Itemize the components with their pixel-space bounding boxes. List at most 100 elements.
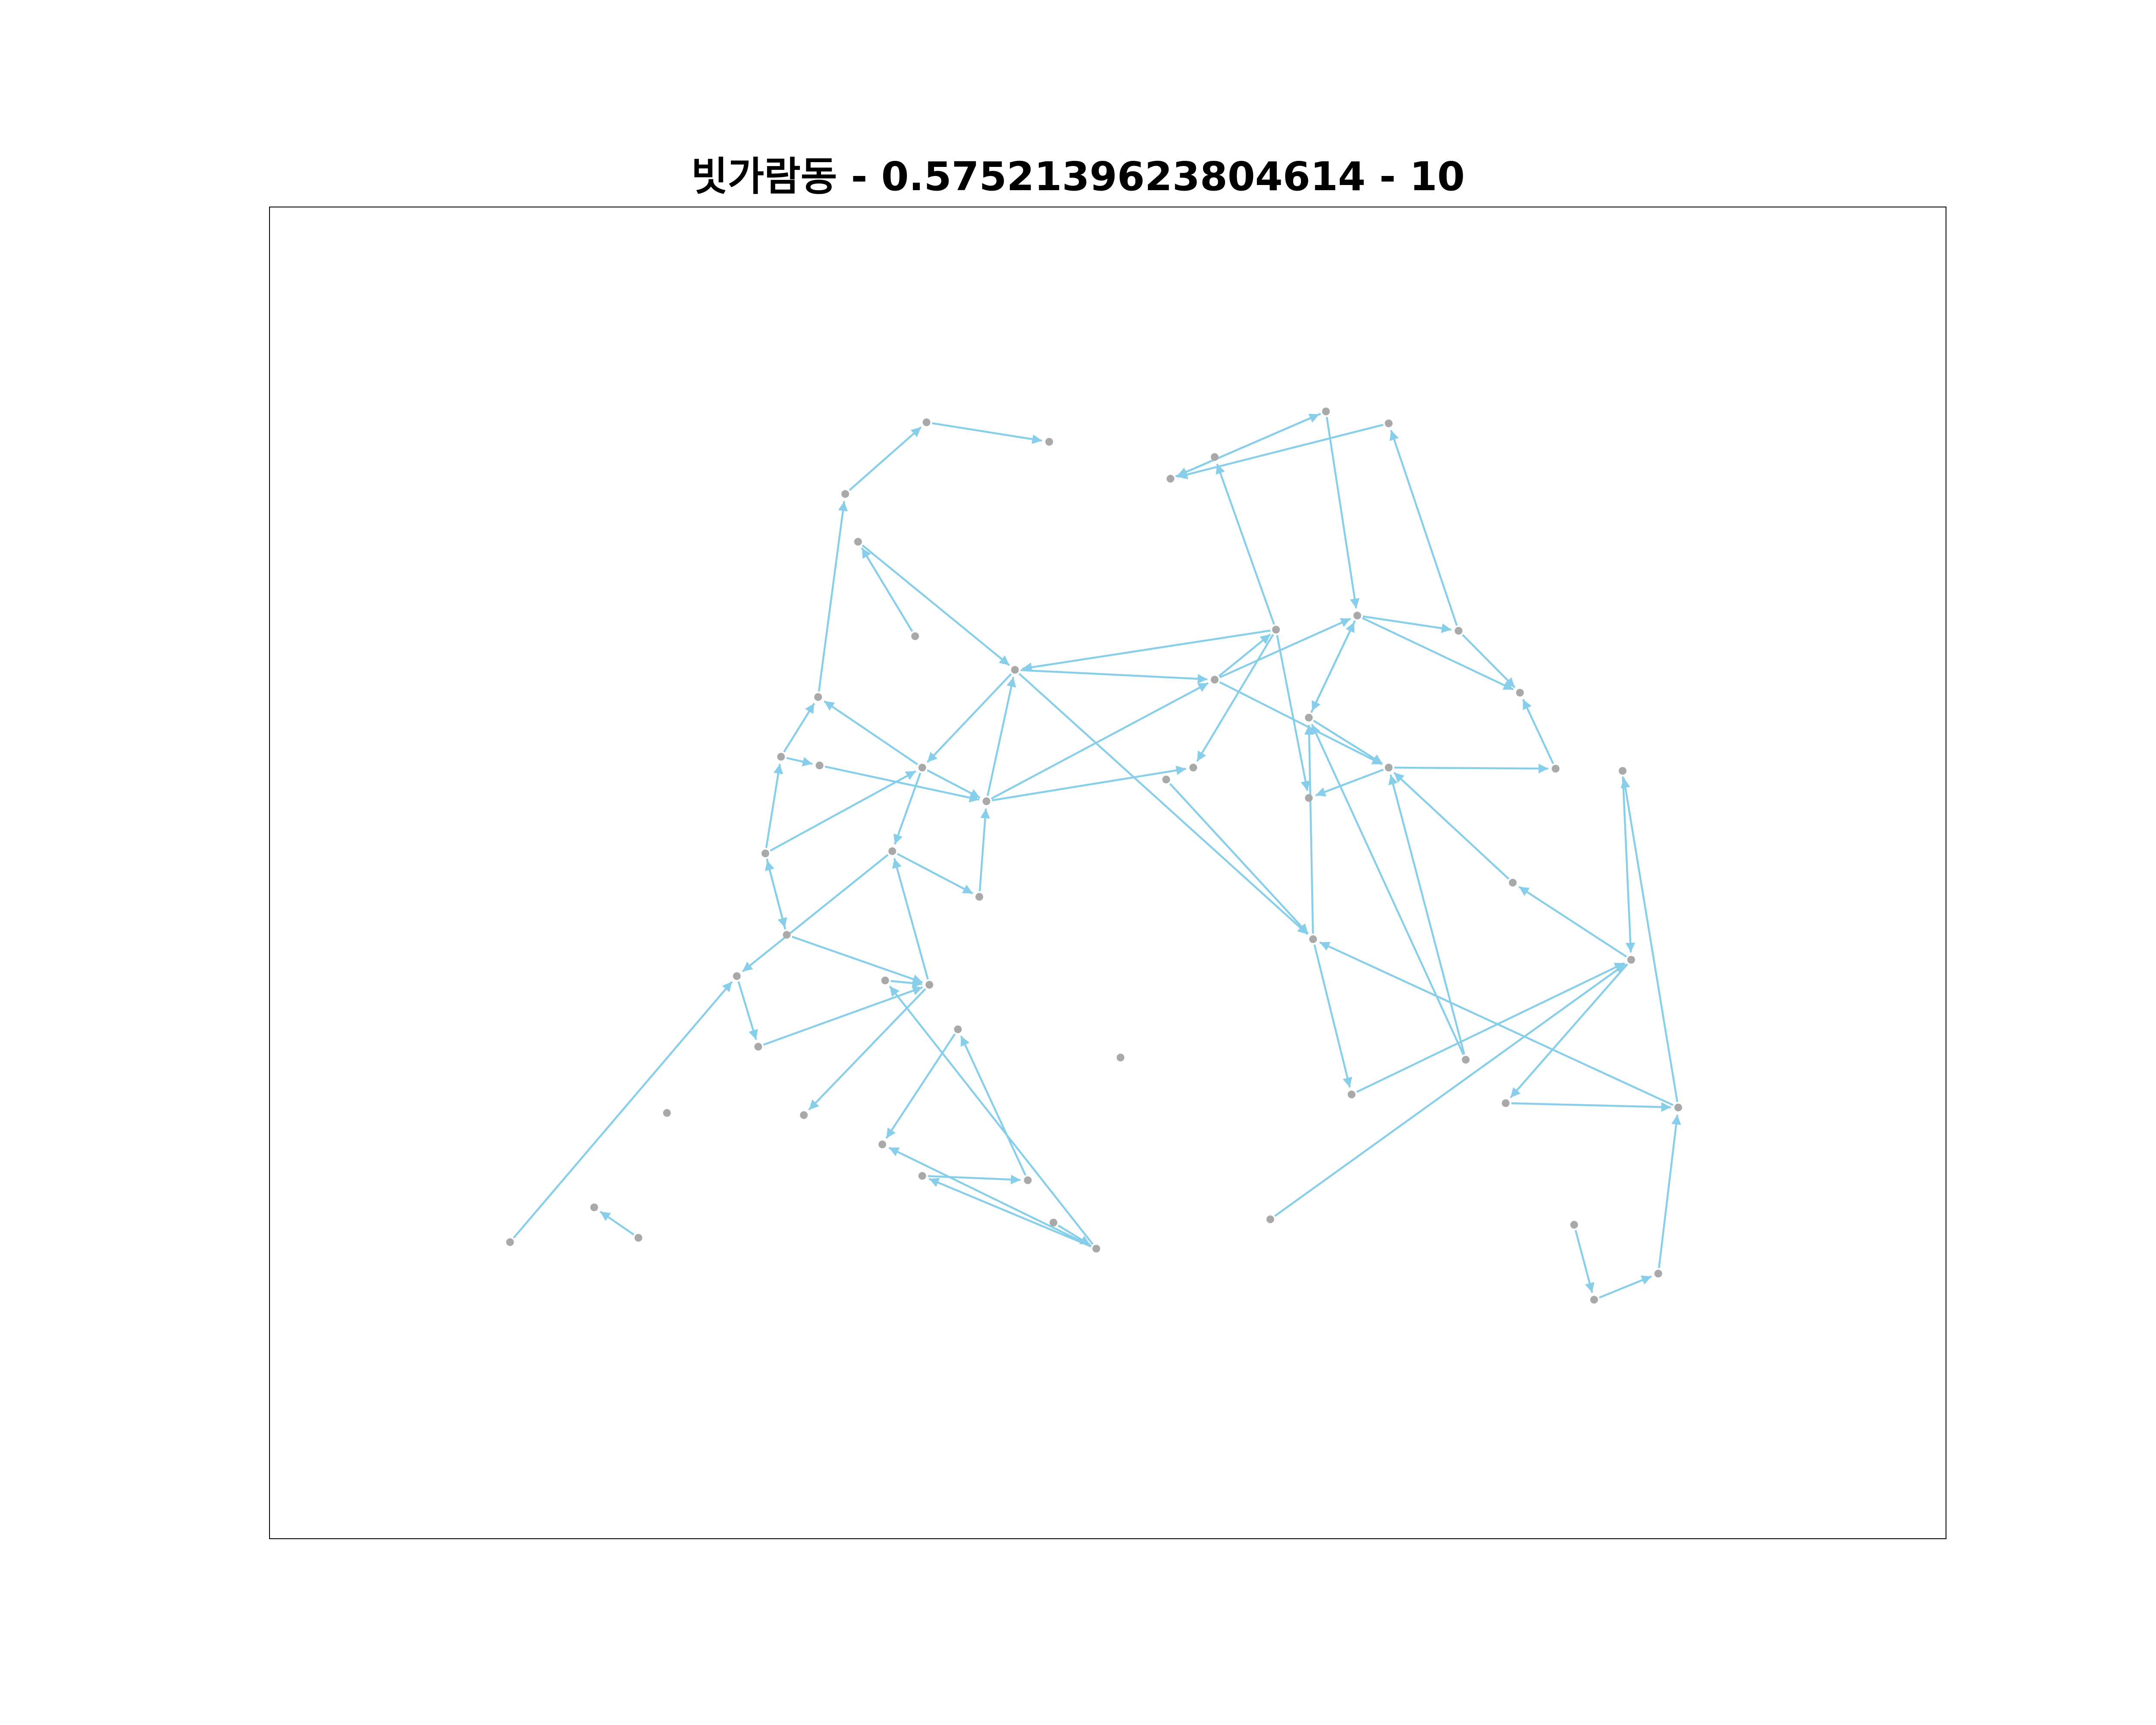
node-n14 bbox=[975, 893, 984, 901]
edge-n37-n35 bbox=[1216, 464, 1275, 625]
node-n2 bbox=[1045, 438, 1053, 446]
node-n46 bbox=[1305, 794, 1313, 802]
node-n38 bbox=[1454, 627, 1463, 635]
node-n10 bbox=[918, 763, 926, 772]
node-n32 bbox=[1322, 408, 1330, 415]
node-n11 bbox=[982, 797, 990, 805]
edge-n51-n41 bbox=[1311, 724, 1464, 1055]
edge-n37-n6 bbox=[1022, 629, 1271, 672]
node-n13 bbox=[888, 847, 896, 855]
edge-n41-n36 bbox=[1310, 621, 1355, 713]
node-layer bbox=[506, 408, 1682, 1304]
edge-layer bbox=[513, 413, 1681, 1298]
edge-n53-n54 bbox=[1511, 1102, 1671, 1112]
edge-n8-n7 bbox=[783, 703, 815, 753]
edge-n13-n16 bbox=[742, 854, 889, 972]
node-n25 bbox=[590, 1203, 598, 1211]
edge-n30-n17 bbox=[889, 985, 1094, 1245]
edge-n54-n49 bbox=[1319, 941, 1674, 1106]
edge-n30-n24 bbox=[888, 1147, 1092, 1247]
edge-n14-n11 bbox=[978, 808, 990, 891]
edge-n39-n36 bbox=[1219, 618, 1351, 678]
node-n15 bbox=[783, 931, 791, 939]
edge-n1-n2 bbox=[932, 422, 1042, 444]
node-n23 bbox=[800, 1111, 808, 1119]
edge-n10-n11 bbox=[927, 769, 981, 799]
edge-n18-n13 bbox=[892, 858, 929, 980]
edge-n12-n8 bbox=[765, 764, 783, 848]
edge-n19-n18 bbox=[763, 986, 923, 1046]
edge-n11-n39 bbox=[991, 682, 1209, 800]
edge-n55-n50 bbox=[1274, 963, 1626, 1217]
edge-n3-n1 bbox=[849, 426, 922, 491]
node-n55 bbox=[1266, 1215, 1274, 1223]
plot-frame bbox=[269, 207, 1946, 1539]
node-n52 bbox=[1348, 1090, 1356, 1098]
edge-n51-n44 bbox=[1388, 774, 1465, 1055]
edge-n7-n3 bbox=[818, 501, 848, 692]
edge-n41-n44 bbox=[1313, 720, 1383, 765]
node-n58 bbox=[1654, 1270, 1662, 1278]
edge-n15-n12 bbox=[765, 860, 787, 930]
edge-n32-n36 bbox=[1326, 417, 1360, 608]
node-n28 bbox=[918, 1172, 926, 1180]
edge-n9-n11 bbox=[824, 765, 980, 803]
node-n50 bbox=[1627, 956, 1635, 964]
node-n34 bbox=[1166, 475, 1175, 483]
node-n18 bbox=[925, 981, 934, 989]
node-n16 bbox=[733, 972, 741, 980]
node-n54 bbox=[1674, 1104, 1682, 1112]
edge-n26-n16 bbox=[513, 981, 733, 1239]
edge-n13-n14 bbox=[896, 853, 974, 894]
node-n6 bbox=[1011, 666, 1019, 674]
node-n45 bbox=[1551, 765, 1560, 773]
node-n9 bbox=[815, 761, 824, 769]
edge-n52-n50 bbox=[1356, 962, 1625, 1093]
node-n26 bbox=[506, 1238, 514, 1246]
edge-n6-n39 bbox=[1020, 669, 1208, 684]
node-n53 bbox=[1501, 1099, 1510, 1107]
node-n37 bbox=[1272, 626, 1280, 634]
node-n21 bbox=[1116, 1054, 1125, 1062]
node-n56 bbox=[1570, 1221, 1578, 1229]
edge-n6-n10 bbox=[926, 673, 1012, 763]
node-n33 bbox=[1385, 419, 1393, 427]
node-n47 bbox=[1619, 767, 1626, 775]
node-n8 bbox=[777, 753, 785, 761]
node-n30 bbox=[1092, 1245, 1100, 1253]
node-n1 bbox=[922, 418, 931, 427]
edge-n47-n50 bbox=[1622, 776, 1636, 953]
node-n42 bbox=[1189, 763, 1197, 772]
edge-n15-n18 bbox=[792, 935, 923, 984]
node-n48 bbox=[1509, 878, 1517, 887]
node-n17 bbox=[881, 976, 889, 985]
node-n36 bbox=[1353, 612, 1361, 620]
node-n12 bbox=[761, 849, 769, 857]
node-n4 bbox=[854, 538, 862, 546]
node-n27 bbox=[634, 1234, 642, 1242]
edge-n8-n9 bbox=[786, 757, 813, 767]
edge-n20-n24 bbox=[885, 1033, 956, 1139]
node-n40 bbox=[1516, 689, 1524, 697]
edge-n37-n42 bbox=[1196, 634, 1274, 762]
edge-n12-n10 bbox=[770, 770, 916, 852]
edge-n29-n20 bbox=[960, 1035, 1027, 1176]
edge-n33-n34 bbox=[1177, 423, 1384, 480]
edge-n44-n46 bbox=[1315, 768, 1384, 797]
node-n7 bbox=[814, 693, 822, 701]
edge-n39-n37 bbox=[1218, 634, 1271, 677]
edge-n18-n23 bbox=[808, 988, 926, 1111]
node-n5 bbox=[911, 632, 919, 640]
node-n20 bbox=[954, 1025, 962, 1033]
figure-title: 빗가람동 - 0.5752139623804614 - 10 bbox=[691, 154, 1465, 200]
edge-n43-n49 bbox=[1169, 783, 1309, 935]
edge-n31-n30 bbox=[1058, 1224, 1091, 1246]
edge-n6-n49 bbox=[1018, 673, 1309, 935]
node-n19 bbox=[754, 1043, 762, 1051]
edge-n5-n4 bbox=[861, 547, 913, 632]
node-n41 bbox=[1305, 714, 1313, 722]
edge-n16-n19 bbox=[737, 981, 758, 1040]
node-n24 bbox=[878, 1140, 887, 1148]
edge-n28-n29 bbox=[928, 1174, 1021, 1185]
node-n29 bbox=[1024, 1176, 1032, 1184]
